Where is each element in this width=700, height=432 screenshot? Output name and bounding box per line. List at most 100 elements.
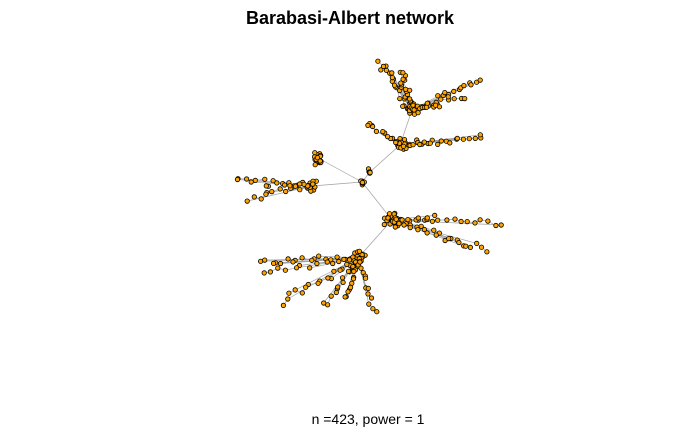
network-node (456, 239, 462, 246)
network-node (301, 181, 307, 187)
network-node (365, 291, 371, 297)
network-node (357, 259, 363, 265)
network-node (452, 216, 458, 222)
network-node (374, 309, 380, 315)
network-node (392, 224, 398, 230)
network-node (350, 263, 356, 270)
network-node (378, 67, 384, 73)
network-edge (311, 181, 363, 187)
network-node (314, 155, 321, 161)
network-node (405, 217, 411, 223)
network-node (345, 289, 351, 295)
network-node (351, 268, 357, 274)
network-node (333, 289, 339, 296)
network-node (401, 222, 407, 228)
network-node (438, 96, 444, 102)
network-node (234, 176, 241, 183)
network-node (393, 139, 399, 146)
network-node (418, 223, 424, 229)
network-node (358, 265, 364, 271)
network-node (281, 182, 288, 188)
node-layer (234, 58, 504, 315)
network-node (466, 136, 472, 142)
network-node (485, 218, 491, 224)
network-node (324, 259, 330, 265)
network-node (285, 256, 291, 262)
network-node (270, 178, 276, 184)
network-node (417, 141, 423, 148)
network-node (402, 86, 409, 92)
network-node (435, 93, 441, 99)
network-node (261, 270, 267, 276)
network-node (275, 265, 281, 271)
network-node (341, 256, 347, 262)
network-node (356, 248, 362, 254)
network-node (283, 188, 289, 195)
network-node (346, 257, 353, 263)
network-node (310, 181, 316, 187)
network-node (339, 275, 346, 281)
network-node (397, 96, 403, 102)
plot-title: Barabasi-Albert network (245, 8, 455, 28)
network-node (342, 294, 348, 300)
network-node (316, 253, 322, 259)
network-node (287, 183, 293, 189)
network-node (458, 218, 464, 225)
network-node (477, 77, 483, 83)
network-node (262, 176, 268, 182)
network-node (410, 142, 416, 148)
network-node (251, 194, 257, 200)
network-node (435, 141, 441, 147)
network-node (415, 227, 421, 233)
network-node (277, 186, 283, 192)
network-node (330, 260, 336, 267)
network-node (384, 134, 391, 140)
network-node (299, 255, 305, 261)
network-node (400, 76, 406, 82)
network-node (383, 67, 389, 73)
network-node (280, 302, 286, 308)
network-node (442, 90, 448, 96)
network-node (336, 258, 342, 265)
network-node (274, 180, 280, 186)
network-node (277, 260, 284, 267)
network-node (380, 63, 387, 70)
network-node (248, 179, 254, 185)
network-node (398, 80, 404, 86)
network-node (380, 129, 386, 135)
network-node (282, 267, 288, 273)
network-node (292, 183, 298, 189)
network-node (461, 83, 467, 89)
network-node (460, 136, 466, 142)
network-node (328, 293, 334, 299)
network-node (464, 219, 470, 225)
network-node (350, 276, 357, 282)
network-node (400, 70, 406, 76)
network-node (396, 221, 402, 227)
network-node (368, 295, 375, 301)
network-edge (369, 144, 401, 173)
network-node (477, 132, 483, 138)
network-node (257, 258, 264, 264)
network-node (421, 139, 427, 145)
network-node (444, 217, 450, 223)
network-node (292, 287, 298, 293)
network-node (421, 226, 427, 233)
network-node (340, 279, 346, 285)
network-node (345, 268, 352, 274)
network-node (424, 215, 430, 221)
network-node (325, 275, 331, 281)
network-node (303, 284, 309, 290)
network-node (411, 107, 417, 113)
network-node (407, 225, 413, 231)
network-node (385, 215, 391, 221)
network-node (454, 135, 460, 141)
network-node (370, 306, 376, 312)
network-node (309, 257, 315, 263)
network-node (375, 58, 381, 64)
network-node (391, 82, 398, 88)
network-node (400, 103, 406, 109)
network-node (381, 221, 387, 228)
network-node (447, 140, 453, 146)
network-node (432, 212, 438, 218)
